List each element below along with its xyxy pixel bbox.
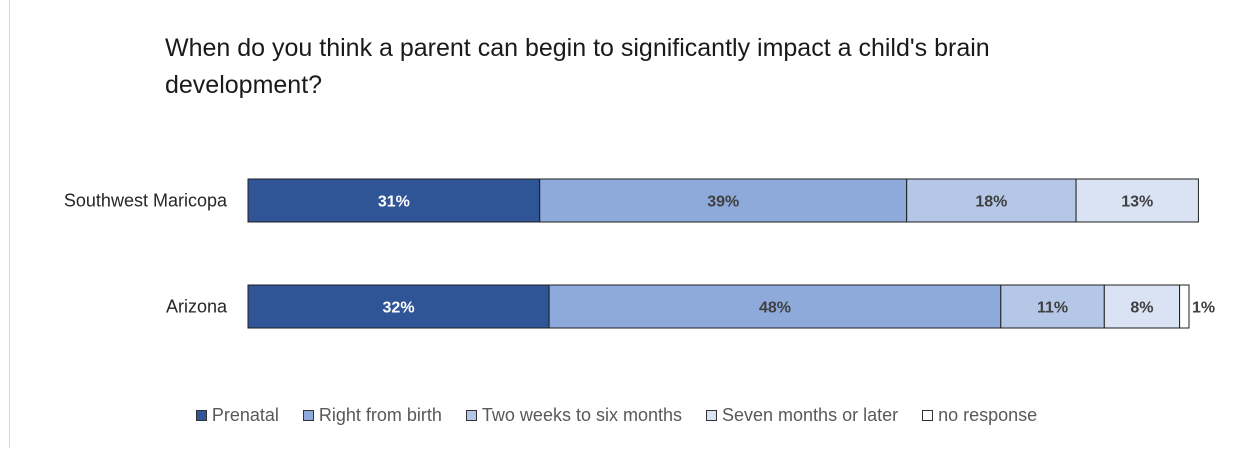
- legend-item: Right from birth: [302, 405, 442, 426]
- bar-segment: [247, 284, 550, 329]
- legend-item: Prenatal: [195, 405, 279, 426]
- data-label: 32%: [383, 300, 415, 317]
- bar-segment: [247, 178, 541, 223]
- data-label: 13%: [1121, 194, 1153, 211]
- legend-item: Two weeks to six months: [465, 405, 682, 426]
- chart-legend: Prenatal Right from birth Two weeks to six…: [0, 405, 1233, 426]
- data-label: 8%: [1130, 300, 1153, 317]
- data-label: 18%: [975, 194, 1007, 211]
- chart-frame-line: [9, 0, 10, 448]
- data-label: 39%: [707, 194, 739, 211]
- legend-label: Prenatal: [211, 405, 279, 425]
- bar-segment: [548, 284, 1002, 329]
- legend-item: Seven months or later: [706, 405, 898, 426]
- legend-swatch: [465, 410, 477, 421]
- data-label: 11%: [1037, 300, 1068, 317]
- bar-segment: [1075, 178, 1199, 223]
- legend-swatch: [302, 410, 314, 421]
- bar-segment: [906, 178, 1077, 223]
- legend-item: no response: [922, 405, 1037, 426]
- legend-label: Two weeks to six months: [481, 405, 682, 425]
- data-label: 31%: [378, 194, 410, 211]
- legend-swatch: [706, 410, 717, 421]
- legend-label: Right from birth: [318, 405, 442, 425]
- legend-label: Seven months or later: [722, 405, 899, 425]
- category-label: Arizona: [166, 297, 228, 317]
- legend-swatch: [922, 410, 934, 421]
- bar-segment: [539, 178, 908, 223]
- legend-label: no response: [938, 405, 1038, 425]
- stacked-bar-chart: Southwest Maricopa 31% 39% 18% 13% Arizona 32%…: [64, 178, 1215, 329]
- chart-title: When do you think a parent can begin to …: [165, 34, 990, 99]
- bar-segment: [1179, 284, 1190, 329]
- legend-swatch: [195, 410, 207, 421]
- bar-segment: [1000, 284, 1105, 329]
- data-label: 1%: [1192, 300, 1215, 317]
- bar-segment: [1103, 284, 1181, 329]
- category-label: Southwest Maricopa: [64, 191, 228, 211]
- data-label: 48%: [759, 300, 791, 317]
